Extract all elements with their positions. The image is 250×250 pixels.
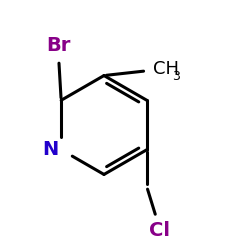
Text: CH: CH [154,60,180,78]
Text: Cl: Cl [149,220,170,240]
Text: 3: 3 [172,70,180,82]
Text: Br: Br [46,36,71,56]
Text: N: N [42,140,58,159]
